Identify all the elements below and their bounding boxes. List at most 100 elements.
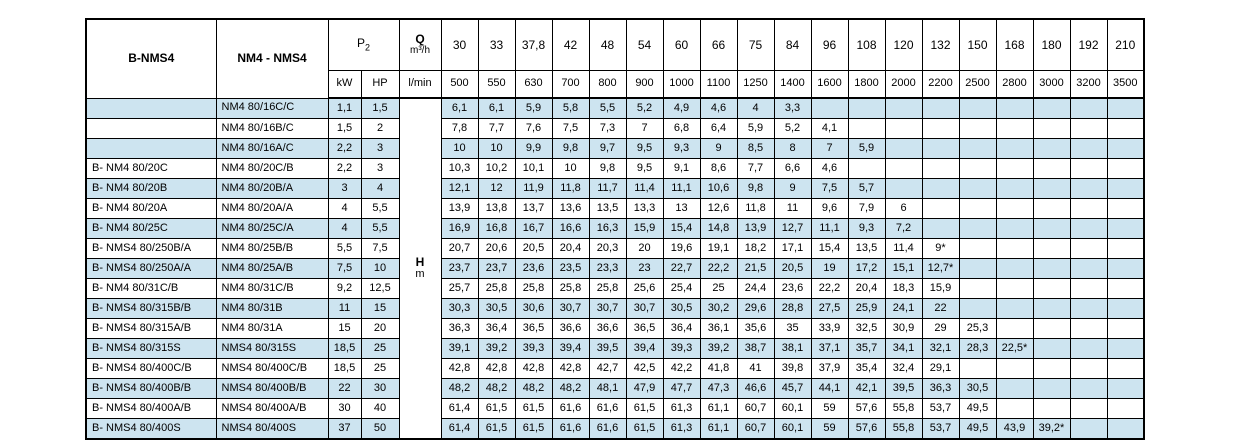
head-value-cell: 48,1	[588, 378, 627, 399]
head-value-cell	[1106, 158, 1145, 179]
head-value-cell: 4,6	[810, 158, 849, 179]
head-value-cell: 6,8	[662, 118, 701, 139]
head-value-cell	[1106, 138, 1145, 159]
head-value-cell: 11,8	[551, 178, 590, 199]
q-label: Q	[415, 32, 425, 47]
head-value-cell	[958, 158, 997, 179]
hp-cell: 25	[360, 358, 400, 379]
head-value-cell: 59	[810, 418, 849, 440]
table-row: B- NMS4 80/250A/A NM4 80/25A/B 7,5 10 23,7 23…	[85, 258, 1145, 279]
table-row: B- NMS4 80/315B/B NM4 80/31B 11 15 30,3 30,5 3…	[85, 298, 1145, 319]
head-value-cell: 42,1	[847, 378, 886, 399]
table-row: B- NMS4 80/250B/A NM4 80/25B/B 5,5 7,5 20,7 2…	[85, 238, 1145, 259]
head-value-cell: 37,1	[810, 338, 849, 359]
head-value-cell: 7,7	[477, 118, 516, 139]
head-value-cell: 15,9	[921, 278, 960, 299]
table-row: B- NM4 80/20A NM4 80/20A/A 4 5,5 13,9 13,8 13,…	[85, 198, 1145, 219]
head-value-cell	[884, 118, 923, 139]
head-value-cell: 13,7	[514, 198, 553, 219]
head-value-cell: 61,3	[662, 398, 701, 419]
head-value-cell: 36,5	[514, 318, 553, 339]
head-value-cell	[1032, 258, 1071, 279]
col-header-nm4-nms4: NM4 - NMS4	[215, 18, 329, 99]
head-value-cell	[921, 218, 960, 239]
head-value-cell: 9,7	[588, 138, 627, 159]
head-value-cell: 22,2	[699, 258, 738, 279]
flow-m3h-header: 30	[440, 18, 479, 71]
flow-lmin-header: 500	[440, 70, 479, 99]
head-value-cell	[958, 218, 997, 239]
flow-m3h-header: 180	[1032, 18, 1071, 71]
head-value-cell	[958, 258, 997, 279]
head-value-cell: 30,5	[477, 298, 516, 319]
col-header-p2: P2	[327, 18, 400, 71]
head-value-cell	[1069, 258, 1108, 279]
head-value-cell: 15,9	[625, 218, 664, 239]
head-value-cell: 7,6	[514, 118, 553, 139]
b-series-name-cell: B- NMS4 80/400A/B	[85, 398, 217, 419]
head-value-cell: 42,5	[625, 358, 664, 379]
head-value-cell: 20,6	[477, 238, 516, 259]
head-value-cell: 39,3	[662, 338, 701, 359]
head-value-cell	[1032, 238, 1071, 259]
flow-m3h-header: 84	[773, 18, 812, 71]
flow-m3h-header: 66	[699, 18, 738, 71]
head-value-cell: 48,2	[440, 378, 479, 399]
head-value-cell: 10	[551, 158, 590, 179]
head-value-cell: 32,5	[847, 318, 886, 339]
head-value-cell: 32,4	[884, 358, 923, 379]
head-value-cell: 48,2	[477, 378, 516, 399]
head-value-cell: 59	[810, 398, 849, 419]
model-name-cell: NM4 80/20C/B	[215, 158, 329, 179]
head-value-cell: 25,8	[588, 278, 627, 299]
b-series-name-cell: B- NMS4 80/400S	[85, 418, 217, 440]
flow-lmin-header: 1000	[662, 70, 701, 99]
head-value-cell	[1106, 358, 1145, 379]
head-value-cell: 9*	[921, 238, 960, 259]
head-value-cell	[1032, 378, 1071, 399]
head-value-cell: 7,5	[551, 118, 590, 139]
head-value-cell	[1106, 198, 1145, 219]
head-value-cell: 60,1	[773, 418, 812, 440]
flow-lmin-header: 2000	[884, 70, 923, 99]
head-value-cell	[995, 238, 1034, 259]
head-value-cell: 39,2	[699, 338, 738, 359]
head-value-cell: 20,7	[440, 238, 479, 259]
head-value-cell	[1032, 198, 1071, 219]
head-value-cell: 30,3	[440, 298, 479, 319]
head-value-cell: 10	[440, 138, 479, 159]
head-value-cell: 9	[773, 178, 812, 199]
head-value-cell: 9,6	[810, 198, 849, 219]
head-value-cell: 25,7	[440, 278, 479, 299]
head-value-cell: 5,2	[773, 118, 812, 139]
flow-m3h-header: 37,8	[514, 18, 553, 71]
head-value-cell: 60,1	[773, 398, 812, 419]
kw-cell: 5,5	[327, 238, 362, 259]
head-value-cell: 61,6	[551, 398, 590, 419]
head-value-cell: 10,6	[699, 178, 738, 199]
head-value-cell: 5,5	[588, 97, 627, 119]
head-value-cell: 30,9	[884, 318, 923, 339]
head-value-cell	[1106, 318, 1145, 339]
head-value-cell: 6,1	[477, 97, 516, 119]
kw-cell: 2,2	[327, 158, 362, 179]
model-name-cell: NM4 80/25B/B	[215, 238, 329, 259]
head-value-cell: 35,6	[736, 318, 775, 339]
head-value-cell: 12,7	[773, 218, 812, 239]
head-value-cell: 7,3	[588, 118, 627, 139]
flow-lmin-header: 3500	[1106, 70, 1145, 99]
head-value-cell: 5,9	[847, 138, 886, 159]
head-value-cell: 25	[699, 278, 738, 299]
head-value-cell: 57,6	[847, 418, 886, 440]
head-value-cell: 11,9	[514, 178, 553, 199]
head-value-cell: 16,3	[588, 218, 627, 239]
head-value-cell	[1032, 118, 1071, 139]
head-value-cell	[958, 358, 997, 379]
head-value-cell: 7,9	[847, 198, 886, 219]
flow-m3h-header: 150	[958, 18, 997, 71]
head-value-cell: 29,6	[736, 298, 775, 319]
head-value-cell: 24,1	[884, 298, 923, 319]
table-row: B- NMS4 80/400C/B NMS4 80/400C/B 18,5 25 42,…	[85, 358, 1145, 379]
head-value-cell: 12	[477, 178, 516, 199]
